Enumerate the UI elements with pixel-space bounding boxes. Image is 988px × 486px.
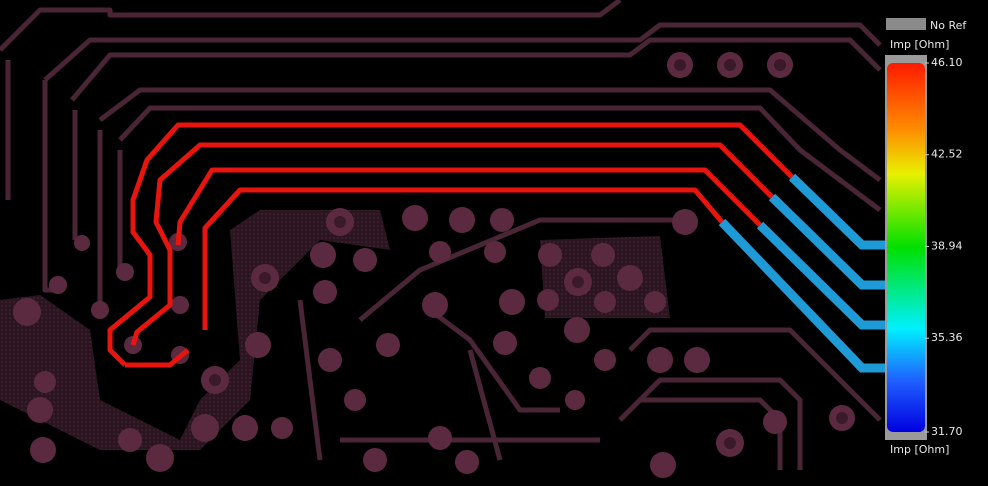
- tick-label: 46.10: [931, 56, 963, 69]
- tick-label: 38.94: [931, 239, 963, 252]
- colorbar: [887, 63, 925, 432]
- tick-label: 31.70: [931, 425, 963, 438]
- tick-label: 42.52: [931, 148, 963, 161]
- no-ref-label: No Ref: [930, 19, 967, 32]
- no-ref-swatch: [886, 18, 926, 30]
- tick-label: 35.36: [931, 331, 963, 344]
- legend-title: Imp [Ohm]: [890, 443, 949, 456]
- legend-title: Imp [Ohm]: [890, 38, 949, 51]
- highlighted-net: [107, 122, 885, 373]
- impedance-legend: No Ref Imp [Ohm] Imp [Ohm] 46.10 42.52 38.…: [885, 18, 967, 456]
